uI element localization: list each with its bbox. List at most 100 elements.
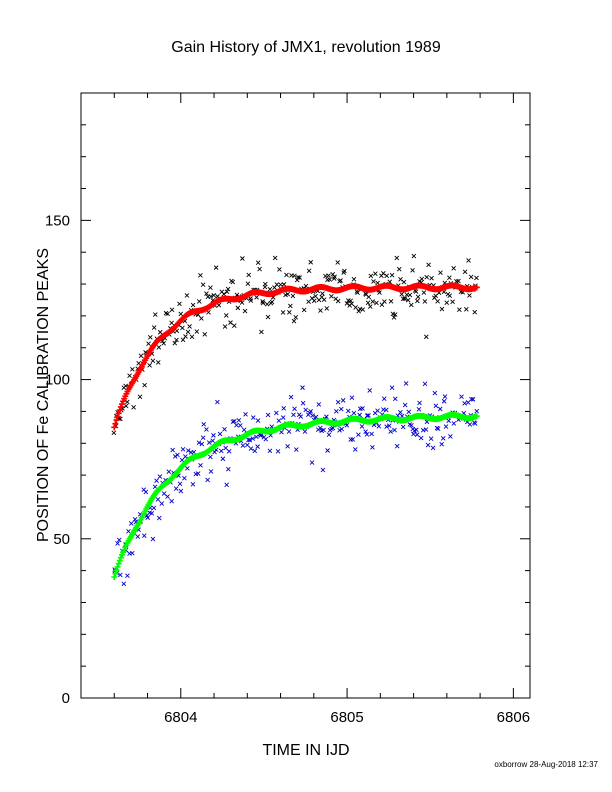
data-point	[448, 434, 453, 439]
data-point	[415, 294, 421, 300]
data-point	[274, 282, 280, 287]
data-point	[112, 420, 119, 427]
series-1	[111, 282, 480, 431]
data-point	[252, 448, 258, 454]
data-point	[169, 320, 174, 326]
data-point	[459, 394, 464, 399]
data-point	[132, 516, 138, 522]
data-point	[365, 300, 371, 306]
data-point	[113, 567, 120, 574]
data-point	[450, 299, 455, 305]
data-point	[170, 447, 175, 453]
data-point	[414, 432, 420, 437]
data-point	[409, 422, 414, 428]
data-point	[318, 308, 323, 313]
data-point	[364, 413, 370, 418]
data-point	[180, 446, 186, 452]
tick-labels: 6804 6805 6806 0 50 100 150	[45, 212, 530, 726]
data-point	[147, 334, 153, 340]
data-point	[292, 406, 297, 412]
data-point	[157, 329, 163, 335]
data-point	[185, 466, 190, 471]
data-point	[374, 300, 379, 306]
data-point	[324, 306, 330, 311]
data-point	[429, 275, 434, 281]
data-point	[335, 260, 341, 265]
data-point	[247, 437, 253, 443]
data-point	[265, 314, 271, 320]
data-point	[435, 426, 441, 431]
data-point	[284, 272, 289, 278]
data-point	[317, 425, 323, 431]
data-point	[217, 431, 223, 437]
data-point	[280, 415, 286, 420]
data-point	[338, 406, 344, 412]
data-point	[224, 289, 230, 295]
data-point	[327, 277, 333, 282]
data-point	[301, 307, 307, 313]
data-point	[313, 293, 318, 299]
data-point	[300, 400, 306, 406]
plot-frame	[80, 92, 531, 699]
data-point	[154, 478, 159, 484]
chart-title: Gain History of JMX1, revolution 1989	[171, 39, 441, 56]
data-point	[291, 318, 297, 324]
data-point	[274, 410, 279, 416]
data-point	[474, 408, 480, 414]
data-point	[241, 427, 247, 433]
data-point	[265, 412, 271, 418]
data-point	[446, 418, 451, 424]
data-point	[383, 407, 389, 413]
data-point	[338, 278, 343, 283]
data-point	[423, 334, 429, 340]
data-point	[386, 423, 392, 429]
data-point	[441, 398, 447, 404]
credit-footer: oxborrow 28-Aug-2018 12:37	[494, 760, 598, 769]
data-point	[246, 437, 251, 443]
data-point	[250, 436, 256, 441]
data-point	[391, 315, 397, 320]
data-point	[187, 324, 192, 329]
data-point	[293, 447, 299, 452]
data-point	[373, 271, 378, 276]
data-point	[135, 534, 141, 539]
data-point	[467, 293, 472, 298]
data-point	[226, 449, 232, 454]
data-point	[332, 274, 337, 280]
data-point	[222, 426, 227, 432]
data-point	[406, 409, 412, 415]
y-tick-label: 100	[45, 372, 70, 389]
data-point	[115, 410, 122, 417]
data-point	[155, 360, 161, 365]
data-point	[367, 388, 373, 393]
data-point	[293, 315, 299, 320]
data-point	[335, 399, 341, 405]
data-point	[172, 340, 178, 346]
data-point	[147, 363, 152, 368]
data-point	[208, 285, 213, 291]
data-point	[215, 399, 220, 405]
data-point	[311, 298, 317, 304]
data-point	[199, 441, 205, 447]
data-point	[326, 273, 331, 278]
data-point	[329, 293, 334, 299]
data-point	[442, 394, 448, 399]
data-point	[111, 430, 117, 436]
data-point	[196, 299, 202, 304]
data-point	[228, 320, 233, 325]
data-point	[111, 574, 118, 580]
data-point	[426, 262, 431, 268]
data-point	[150, 536, 156, 542]
data-point	[400, 296, 406, 302]
data-point	[206, 440, 212, 445]
data-point	[320, 467, 326, 473]
data-point	[184, 293, 190, 298]
data-point	[313, 414, 319, 420]
data-point	[254, 294, 259, 300]
data-point	[306, 268, 312, 274]
y-tick-label: 0	[62, 690, 70, 707]
data-point	[325, 448, 330, 453]
data-point	[403, 381, 409, 386]
data-point	[178, 311, 184, 317]
data-point	[180, 325, 185, 331]
